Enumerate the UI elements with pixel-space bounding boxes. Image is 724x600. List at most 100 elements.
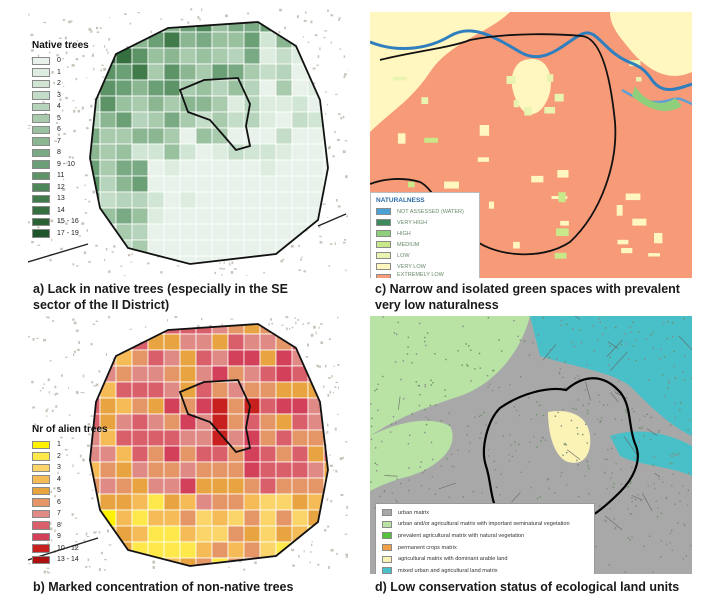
grid-cell (147, 79, 165, 97)
grid-cell (259, 31, 277, 49)
grid-cell (243, 79, 261, 97)
texture-dot (650, 416, 652, 419)
texture-dot (676, 454, 678, 457)
urban-speckle (98, 568, 101, 572)
urban-speckle (337, 363, 340, 366)
grid-cell (131, 143, 149, 161)
urban-speckle (95, 244, 98, 247)
grid-cell (243, 95, 261, 113)
grid-cell (147, 191, 165, 209)
grid-cell (131, 413, 149, 431)
texture-dot (409, 434, 411, 436)
texture-dot (468, 425, 470, 427)
legend-label: 1 (57, 68, 61, 76)
urban-speckle (243, 568, 245, 571)
texture-dot (613, 483, 615, 485)
grid-cell (179, 207, 197, 225)
urban-speckle (30, 33, 34, 37)
grid-cell (323, 223, 328, 241)
urban-speckle (281, 324, 284, 326)
texture-dot (660, 348, 662, 351)
texture-dot (518, 443, 520, 446)
grid-cell (323, 239, 328, 257)
legend-label: 17 - 19 (57, 229, 79, 237)
grid-cell (179, 223, 197, 241)
legend-item: 1 (32, 439, 108, 451)
grid-cell (147, 63, 165, 81)
texture-dot (375, 470, 378, 472)
texture-dot (427, 418, 430, 421)
district-boundary (89, 21, 329, 265)
urban-speckle (129, 328, 132, 330)
grid-cell (195, 191, 213, 209)
texture-dot (615, 327, 617, 329)
texture-dot (537, 334, 539, 336)
legend-item: 3 (32, 462, 108, 474)
urban-speckle (98, 531, 101, 534)
texture-dot (395, 422, 397, 424)
grid-cell (163, 47, 181, 65)
texture-dot (370, 403, 372, 405)
seminatural-area (370, 316, 530, 436)
texture-dot (627, 537, 629, 539)
grid-cell (163, 239, 181, 257)
texture-dot (422, 472, 424, 474)
urban-speckle (157, 256, 159, 258)
texture-dot (474, 416, 476, 418)
texture-dot (641, 426, 644, 428)
grid-cell (227, 461, 245, 479)
grid-cell (179, 365, 197, 383)
texture-dot (382, 375, 384, 378)
texture-dot (600, 417, 602, 419)
texture-dot (536, 497, 539, 500)
texture-dot (582, 433, 584, 436)
urban-speckle (75, 391, 79, 394)
grid-cell (147, 47, 165, 65)
texture-dot (540, 440, 542, 442)
texture-dot (548, 487, 550, 490)
texture-dot (562, 376, 564, 379)
legend-swatch (32, 521, 50, 530)
urban-speckle (73, 109, 76, 113)
grid-cell (115, 159, 133, 177)
very-low-area (511, 58, 551, 115)
urban-speckle (222, 268, 226, 270)
texture-dot (659, 358, 661, 360)
urban-speckle (291, 326, 294, 329)
texture-dot (376, 388, 378, 390)
grid-cell (227, 207, 245, 225)
grid-cell (243, 461, 261, 479)
grid-cell (227, 525, 245, 543)
texture-dot (666, 496, 668, 499)
urban-speckle (47, 316, 50, 319)
urban-speckle (86, 127, 89, 130)
urban-speckle (82, 459, 84, 461)
urban-speckle (335, 199, 338, 202)
texture-dot (548, 357, 550, 359)
urban-speckle (280, 260, 284, 263)
urban-speckle (152, 560, 156, 564)
grid-cell (307, 349, 325, 367)
grid-cell (323, 397, 328, 415)
legend-label: 13 - 14 (57, 556, 79, 564)
texture-dot (392, 416, 395, 418)
urban-speckle (334, 242, 336, 246)
urban-speckle (271, 322, 273, 325)
urban-speckle (327, 9, 329, 12)
texture-dot (595, 545, 597, 548)
grid-cell (243, 31, 261, 49)
urban-speckle (59, 37, 62, 39)
urban-speckle (214, 271, 216, 275)
caption-c: c) Narrow and isolated green spaces with… (375, 281, 680, 313)
grid-cell (115, 557, 133, 566)
texture-dot (374, 389, 376, 392)
grid-cell (195, 349, 213, 367)
inner-district-boundary (178, 77, 252, 152)
texture-dot (657, 431, 660, 434)
urban-speckle (63, 132, 67, 135)
texture-dot (658, 430, 660, 432)
urban-speckle (346, 505, 348, 509)
urban-speckle (91, 55, 94, 57)
urban-speckle (108, 38, 111, 41)
